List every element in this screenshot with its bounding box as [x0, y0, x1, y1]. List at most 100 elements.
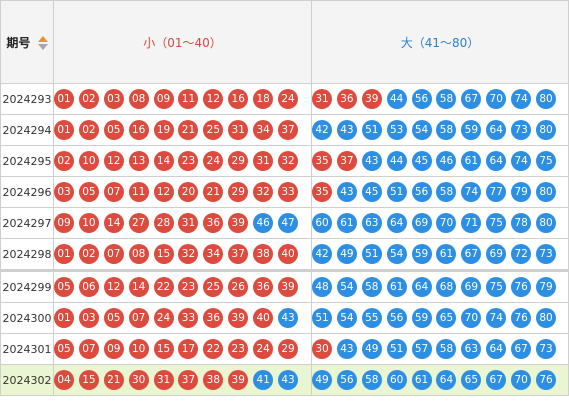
period-cell: 2024296: [0, 176, 54, 208]
period-cell: 2024293: [0, 83, 54, 115]
number-ball: 69: [411, 213, 432, 233]
number-ball: 67: [461, 89, 482, 109]
number-ball: 49: [361, 339, 382, 359]
small-numbers-cell: 01 02 07 08 15 32 34 37 38 40: [53, 238, 312, 271]
small-numbers-cell: 09 10 14 27 28 31 36 39 46 47: [53, 207, 312, 239]
draw-row: 2024301 05 07 09 10 15 17 22 23 24 29 30 43 49 51 57 58 6…: [0, 333, 569, 365]
period-cell: 2024302: [0, 364, 54, 396]
period-cell: 2024299: [0, 269, 54, 303]
number-ball: 03: [78, 308, 99, 328]
number-ball: 05: [103, 308, 124, 328]
number-ball: 58: [436, 339, 457, 359]
number-ball: 43: [278, 308, 299, 328]
number-ball: 70: [511, 370, 532, 390]
number-ball: 79: [536, 277, 557, 297]
number-ball: 24: [203, 151, 224, 171]
number-ball: 64: [486, 339, 507, 359]
draw-row: 2024302 04 15 21 30 31 37 38 39 41 43 49 56 58 60 61 64 6…: [0, 364, 569, 396]
number-ball: 19: [153, 120, 174, 140]
number-ball: 14: [128, 277, 149, 297]
number-ball: 37: [178, 370, 199, 390]
number-ball: 60: [386, 370, 407, 390]
number-ball: 15: [78, 370, 99, 390]
number-ball: 53: [386, 120, 407, 140]
number-ball: 73: [536, 339, 557, 359]
number-ball: 11: [128, 182, 149, 202]
draw-row: 2024294 01 02 05 16 19 21 25 31 34 37 42 43 51 53 54 58 5…: [0, 114, 569, 146]
number-ball: 09: [103, 339, 124, 359]
number-ball: 49: [312, 370, 332, 390]
number-ball: 02: [78, 89, 99, 109]
number-ball: 14: [153, 151, 174, 171]
number-ball: 74: [461, 182, 482, 202]
number-ball: 12: [103, 277, 124, 297]
number-ball: 37: [228, 244, 249, 264]
number-ball: 67: [461, 244, 482, 264]
draw-rows: 2024293 01 02 03 08 09 11 12 16 18 24 31 36 39 44 56 58 6…: [0, 83, 569, 396]
number-ball: 08: [128, 244, 149, 264]
number-ball: 05: [78, 182, 99, 202]
number-ball: 35: [312, 151, 332, 171]
number-ball: 12: [103, 151, 124, 171]
number-ball: 58: [436, 120, 457, 140]
number-ball: 67: [486, 370, 507, 390]
number-ball: 40: [253, 308, 274, 328]
large-numbers-cell: 35 43 45 51 56 58 74 77 79 80: [311, 176, 569, 208]
number-ball: 72: [511, 244, 532, 264]
number-ball: 64: [386, 213, 407, 233]
number-ball: 12: [203, 89, 224, 109]
number-ball: 56: [411, 89, 432, 109]
number-ball: 38: [203, 370, 224, 390]
number-ball: 35: [312, 182, 332, 202]
number-ball: 15: [153, 244, 174, 264]
number-ball: 65: [461, 370, 482, 390]
number-ball: 21: [203, 182, 224, 202]
number-ball: 29: [228, 151, 249, 171]
small-numbers-cell: 03 05 07 11 12 20 21 29 32 33: [53, 176, 312, 208]
number-ball: 70: [436, 213, 457, 233]
number-distribution-table: 期号 小（01～40） 大（41～80） 2024293 01 02 03 08 09 11…: [0, 0, 569, 396]
number-ball: 46: [436, 151, 457, 171]
number-ball: 57: [411, 339, 432, 359]
number-ball: 60: [312, 213, 332, 233]
number-ball: 65: [436, 308, 457, 328]
draw-row: 2024293 01 02 03 08 09 11 12 16 18 24 31 36 39 44 56 58 6…: [0, 83, 569, 115]
sort-up-down-icon[interactable]: [37, 36, 48, 50]
number-ball: 36: [203, 308, 224, 328]
number-ball: 51: [312, 308, 332, 328]
number-ball: 07: [103, 182, 124, 202]
number-ball: 67: [511, 339, 532, 359]
number-ball: 09: [153, 89, 174, 109]
number-ball: 30: [128, 370, 149, 390]
number-ball: 23: [178, 277, 199, 297]
number-ball: 24: [153, 308, 174, 328]
number-ball: 14: [103, 213, 124, 233]
number-ball: 04: [54, 370, 74, 390]
number-ball: 69: [486, 244, 507, 264]
number-ball: 02: [78, 244, 99, 264]
number-ball: 48: [312, 277, 332, 297]
number-ball: 37: [336, 151, 357, 171]
number-ball: 59: [461, 120, 482, 140]
period-column-header[interactable]: 期号: [0, 0, 54, 84]
number-ball: 74: [486, 308, 507, 328]
number-ball: 74: [511, 89, 532, 109]
number-ball: 03: [54, 182, 74, 202]
large-numbers-cell: 48 54 58 61 64 68 69 75 76 79: [311, 269, 569, 303]
number-ball: 31: [228, 120, 249, 140]
number-ball: 25: [203, 120, 224, 140]
number-ball: 39: [228, 370, 249, 390]
number-ball: 63: [461, 339, 482, 359]
number-ball: 42: [312, 244, 332, 264]
number-ball: 61: [336, 213, 357, 233]
number-ball: 22: [153, 277, 174, 297]
number-ball: 32: [178, 244, 199, 264]
small-numbers-cell: 04 15 21 30 31 37 38 39 41 43: [53, 364, 312, 396]
draw-row: 2024299 05 06 12 14 22 23 25 26 36 39 48 54 58 61 64 68 6…: [0, 269, 569, 303]
number-ball: 15: [153, 339, 174, 359]
number-ball: 07: [103, 244, 124, 264]
number-ball: 32: [278, 151, 299, 171]
number-ball: 77: [486, 182, 507, 202]
number-ball: 02: [54, 151, 74, 171]
